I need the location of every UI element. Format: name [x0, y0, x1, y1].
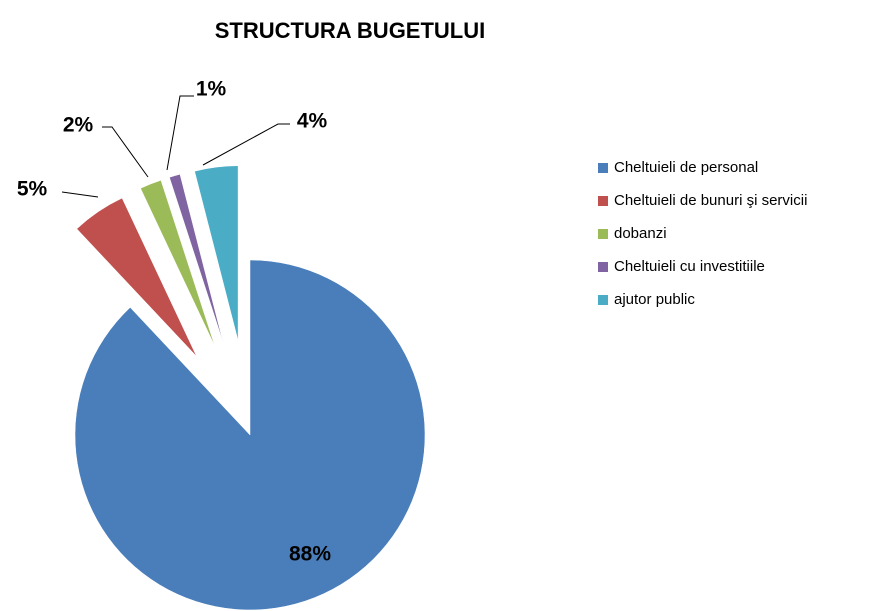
legend-label: dobanzi: [614, 225, 667, 242]
pie-slice: [169, 173, 224, 344]
leader-line: [102, 126, 149, 178]
pie-slice: [194, 165, 239, 341]
leader-line: [202, 123, 290, 166]
legend-swatch: [598, 262, 608, 272]
legend-swatch: [598, 163, 608, 173]
pie-slice: [76, 197, 197, 357]
legend-label: Cheltuieli cu investitiile: [614, 258, 765, 275]
pie-slice: [74, 259, 426, 611]
legend-swatch: [598, 295, 608, 305]
legend-label: Cheltuieli de personal: [614, 159, 758, 176]
data-label: 4%: [297, 110, 328, 133]
data-label: 1%: [196, 78, 227, 101]
leader-line: [61, 191, 99, 198]
legend-label: ajutor public: [614, 291, 695, 308]
legend-swatch: [598, 196, 608, 206]
leader-line: [166, 95, 194, 171]
chart-title: STRUCTURA BUGETULUI: [215, 18, 486, 43]
pie-slice: [140, 179, 216, 347]
legend-swatch: [598, 229, 608, 239]
data-label: 88%: [289, 543, 331, 566]
legend-label: Cheltuieli de bunuri şi servicii: [614, 192, 807, 209]
data-label: 5%: [17, 178, 48, 201]
data-label: 2%: [63, 114, 94, 137]
